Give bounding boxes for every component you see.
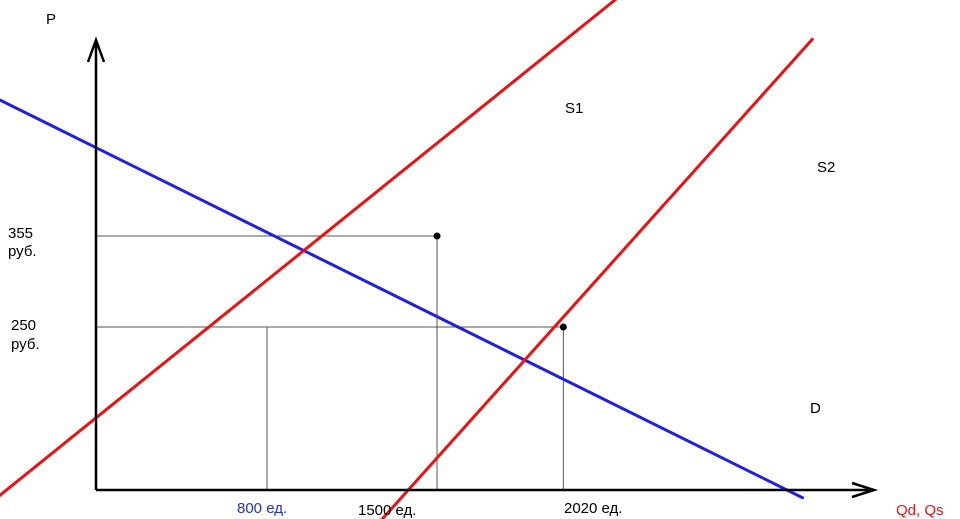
series-label-s2: S2 xyxy=(817,159,835,176)
x-axis-label: Qd, Qs xyxy=(896,502,944,519)
x-axis-arrow xyxy=(851,481,879,499)
equilibrium-point-2020 xyxy=(559,323,567,331)
equilibrium-point-1500 xyxy=(433,232,441,240)
guide-lines xyxy=(96,235,564,490)
axes xyxy=(86,36,879,499)
series-lines xyxy=(0,0,814,519)
series-line-s1 xyxy=(0,0,618,498)
x-tick-800: 800 ед. xyxy=(237,500,287,517)
y-tick-355-value: 355 xyxy=(8,225,33,242)
labels: P Qd, Qs S1 S2 D 355 руб. 250 руб. 800 е… xyxy=(8,11,944,519)
series-label-s1: S1 xyxy=(565,100,583,117)
y-tick-250-value: 250 xyxy=(11,317,36,334)
series-label-d: D xyxy=(810,400,821,417)
y-tick-355-unit: руб. xyxy=(8,243,37,260)
x-tick-1500: 1500 ед. xyxy=(358,502,416,519)
series-line-d xyxy=(0,98,805,500)
x-tick-2020: 2020 ед. xyxy=(564,500,622,517)
y-axis-label: P xyxy=(46,11,56,28)
series-line-s2 xyxy=(380,37,814,519)
equilibrium-points xyxy=(433,232,567,331)
y-tick-250-unit: руб. xyxy=(11,336,40,353)
y-axis-arrow xyxy=(86,36,106,63)
